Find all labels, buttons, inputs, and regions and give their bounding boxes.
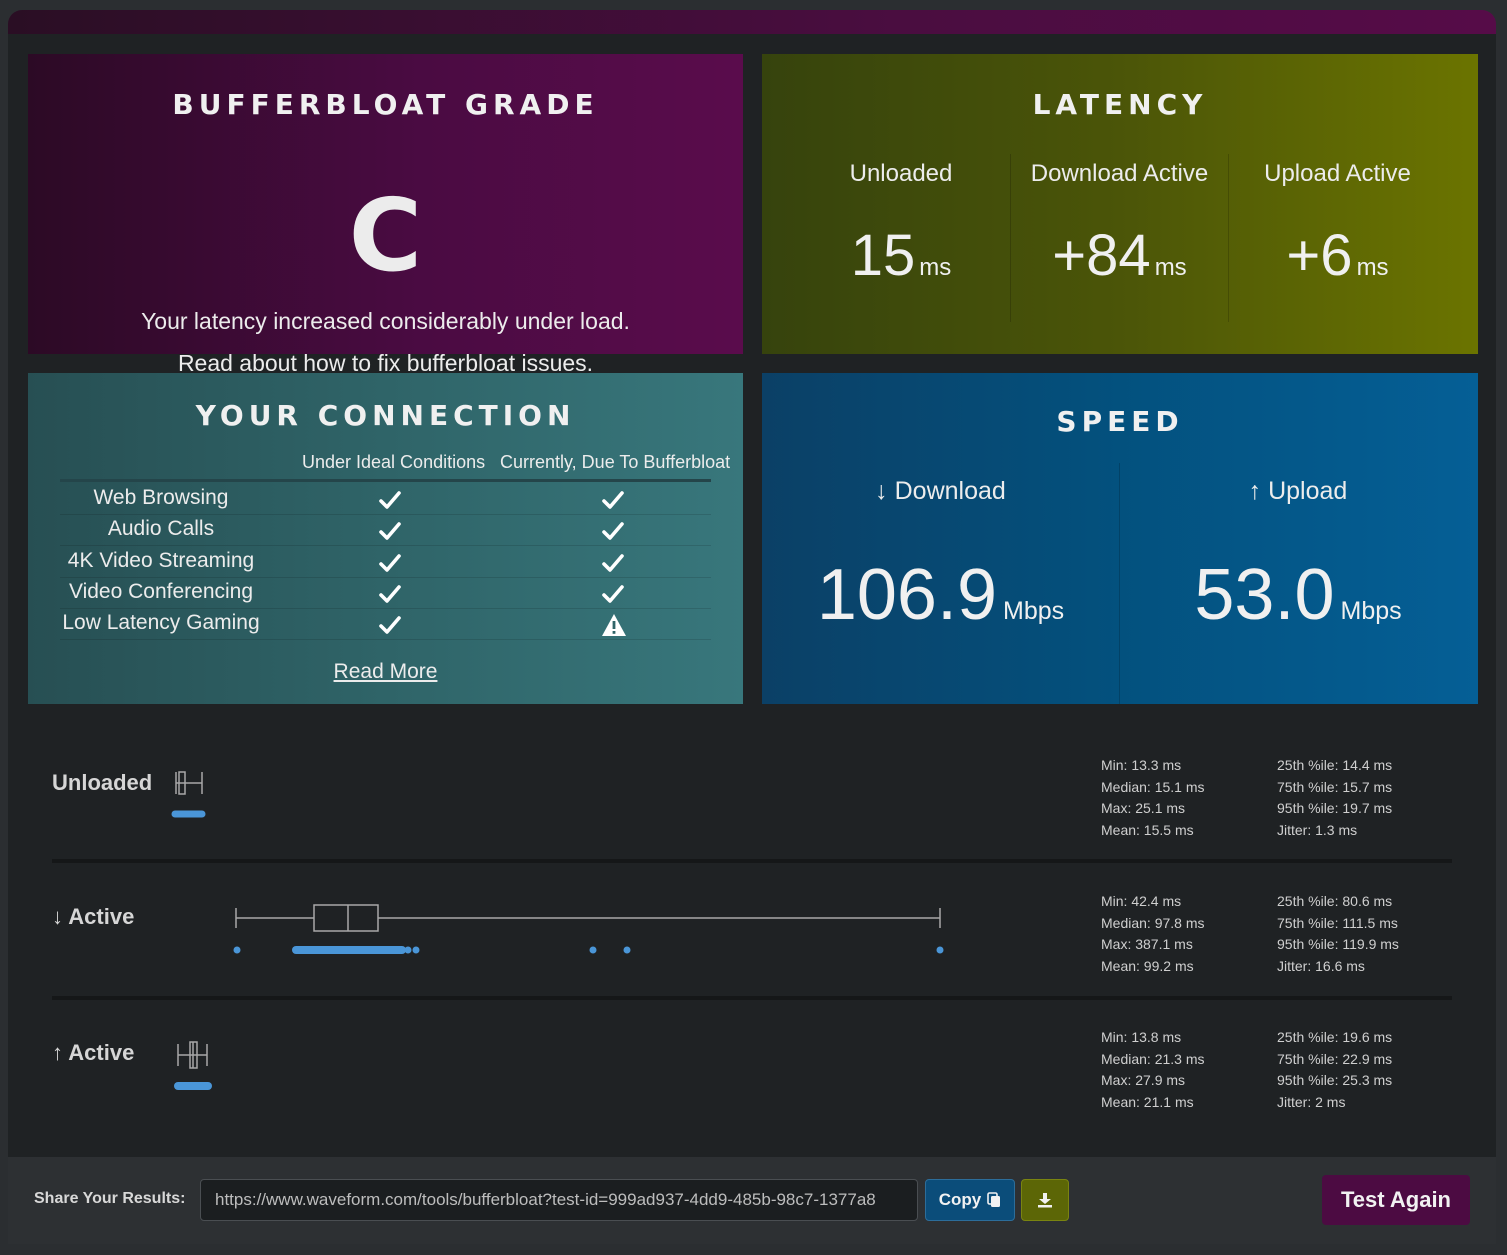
latency-label: Unloaded [849,160,953,187]
connection-row: Web Browsing [60,484,711,515]
connection-row: 4K Video Streaming [60,547,711,578]
test-again-button[interactable]: Test Again [1322,1175,1470,1225]
check-icon [601,519,627,543]
speed-panel: SPEED ↓ Download 106.9 Mbps ↑ Upload 53.0… [762,373,1478,704]
upload-active-boxplot [174,1041,212,1090]
bufferbloat-grade-panel: BUFFERBLOAT GRADE C Your latency increas… [28,54,743,376]
unloaded-boxplot [171,771,206,818]
read-about-prefix: Read about [177,350,304,376]
copy-icon [987,1192,1001,1207]
grade-read-about: Read about how to fix bufferbloat issues… [28,350,743,377]
share-url-input[interactable] [200,1179,918,1221]
latency-upload-active: Upload Active +6 ms [1228,154,1446,322]
activity-name: 4K Video Streaming [67,549,255,572]
your-connection-panel: YOUR CONNECTION Under Ideal Conditions C… [28,373,743,704]
stats-left-column: Min: 13.8 ms Median: 21.3 ms Max: 27.9 ms M… [1101,1029,1205,1110]
check-icon [378,488,402,512]
activity-name: Audio Calls [107,517,215,540]
download-icon [1038,1193,1052,1208]
stats-title: ↑ Active [52,1040,135,1065]
ideal-conditions-header: Under Ideal Conditions [302,452,486,472]
grade-description: Your latency increased considerably unde… [141,308,630,334]
section-divider [52,996,1452,1000]
latency-unloaded: Unloaded 15 ms [792,154,1010,322]
connection-row: Video Conferencing [60,578,711,609]
warning-icon [601,613,627,637]
stats-title: ↓ Active [52,904,135,929]
activity-name: Web Browsing [93,486,229,509]
download-value: 106.9 Mbps [816,555,1065,635]
read-more: Read More [28,660,743,684]
upload-label: ↑ Upload [1248,477,1348,505]
check-icon [601,582,627,606]
check-icon [601,551,627,575]
header-divider [60,479,711,482]
fix-bufferbloat-link[interactable]: how to fix bufferbloat issues. [303,350,594,376]
share-footer: Share Your Results: Copy Test Again [8,1157,1496,1244]
stats-download-active: ↓ Active Min: 42.4 ms Median: 97.8 ms Max:… [52,893,1452,986]
activity-name: Low Latency Gaming [62,611,260,634]
check-icon [378,613,402,637]
download-label: ↓ Download [875,477,1006,505]
latency-label: Download Active [1030,160,1209,187]
connection-row: Audio Calls [60,515,711,546]
latency-panel: LATENCY Unloaded 15 ms Download Active +8… [762,54,1478,354]
grade-letter: C [348,177,423,294]
stats-right-column: 25th %ile: 19.6 ms 75th %ile: 22.9 ms 95th… [1277,1029,1393,1110]
latency-value: +6 ms [1286,223,1389,288]
speed-title: SPEED [1056,405,1184,438]
latency-download-active: Download Active +84 ms [1010,154,1228,322]
copy-label: Copy [938,1190,982,1209]
activity-name: Video Conferencing [68,580,254,603]
share-label: Share Your Results: [34,1190,186,1207]
upload-value: 53.0 Mbps [1194,555,1402,635]
grade-title: BUFFERBLOAT GRADE [172,88,599,121]
header-bar [8,10,1496,36]
latency-title: LATENCY [1032,88,1208,121]
check-icon [378,551,402,575]
section-divider [52,859,1452,863]
check-icon [378,519,402,543]
connection-row: Low Latency Gaming [60,609,711,640]
copy-button[interactable]: Copy [925,1179,1015,1221]
stats-unloaded: Unloaded Min: 13.3 ms Median: 15.1 ms Max:… [52,757,1452,850]
check-icon [601,488,627,512]
current-conditions-header: Currently, Due To Bufferbloat [500,452,731,472]
latency-label: Upload Active [1264,160,1411,187]
stats-right-column: 25th %ile: 80.6 ms 75th %ile: 111.5 ms 95t… [1277,893,1399,974]
read-more-link[interactable]: Read More [333,660,438,683]
connection-title: YOUR CONNECTION [195,399,576,432]
stats-left-column: Min: 42.4 ms Median: 97.8 ms Max: 387.1 ms… [1101,893,1205,974]
download-speed: ↓ Download 106.9 Mbps [762,463,1119,704]
stats-upload-active: ↑ Active Min: 13.8 ms Median: 21.3 ms Max:… [52,1029,1452,1122]
download-button[interactable] [1021,1179,1069,1221]
stats-right-column: 25th %ile: 14.4 ms 75th %ile: 15.7 ms 95th… [1277,757,1393,838]
stats-left-column: Min: 13.3 ms Median: 15.1 ms Max: 25.1 ms M… [1101,757,1205,838]
stats-title: Unloaded [52,770,153,795]
latency-value: +84 ms [1052,223,1187,288]
check-icon [378,582,402,606]
latency-value: 15 ms [850,223,952,288]
upload-speed: ↑ Upload 53.0 Mbps [1119,463,1476,704]
download-active-boxplot [233,904,944,954]
